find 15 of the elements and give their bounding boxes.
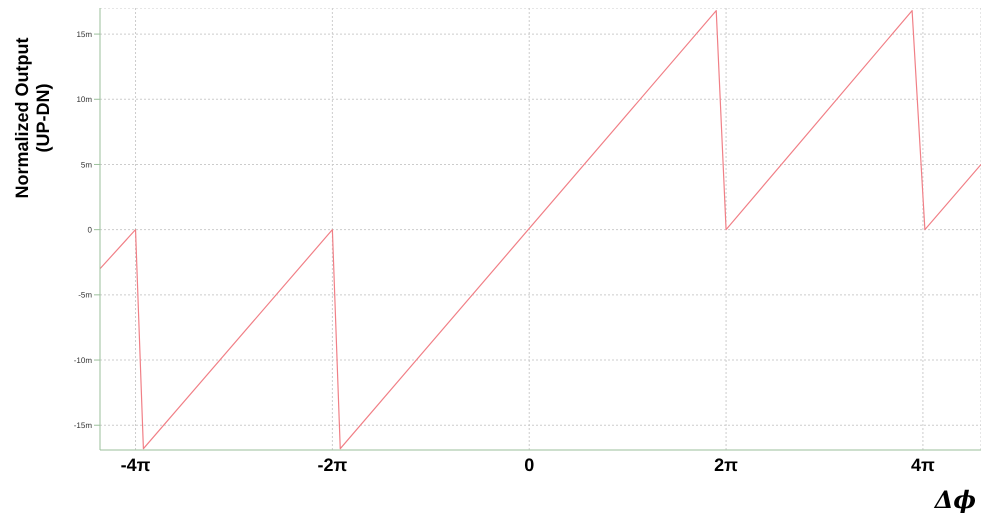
y-tick-label: -10m [74,356,92,365]
y-tick-label: -5m [78,290,92,300]
y-tick-label: 0 [88,225,93,234]
y-tick-label: 15m [76,30,92,39]
x-tick-label: -2π [317,454,348,475]
y-tick-label: 5m [80,160,92,170]
y-tick-label: 10m [76,95,92,104]
x-tick-label: 0 [524,454,534,475]
x-tick-label: 2π [714,454,738,475]
x-tick-label: -4π [120,454,151,475]
x-axis-title: Δϕ [934,485,976,514]
y-axis-title: Normalized Output (UP-DN) [12,37,53,198]
line-series [100,10,981,450]
x-tick-label: 4π [911,454,936,475]
y-tick-label: -15m [74,421,92,430]
